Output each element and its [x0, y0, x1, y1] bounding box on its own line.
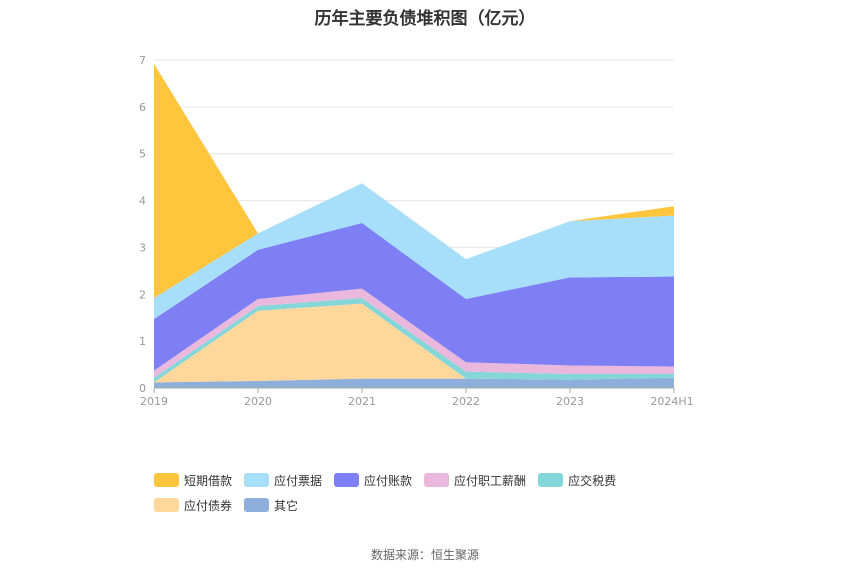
- y-tick-label: 3: [139, 241, 146, 254]
- legend-item[interactable]: 应付债券: [154, 497, 232, 513]
- legend-label: 应付债券: [184, 498, 233, 513]
- y-tick-label: 2: [139, 288, 146, 301]
- legend-label: 应付职工薪酬: [454, 473, 527, 488]
- area-series-layer: [154, 63, 674, 388]
- legend-swatch: [334, 473, 360, 487]
- axes: 0 1 2 3 4 5 6 7 2019 2020 2021 2022 2023 2024H1: [139, 54, 694, 408]
- legend-item[interactable]: 短期借款: [154, 472, 232, 488]
- x-tick-label: 2023: [556, 395, 584, 408]
- legend-label: 其它: [274, 498, 299, 513]
- area-series-应交税费: [154, 298, 674, 383]
- legend-item[interactable]: 应付职工薪酬: [424, 472, 526, 488]
- legend-label: 应付票据: [274, 473, 323, 488]
- legend-swatch: [154, 473, 179, 487]
- area-series-应付债券: [154, 303, 674, 383]
- x-tick-label: 2024H1: [650, 395, 693, 408]
- legend-swatch: [424, 473, 450, 487]
- x-tick-label: 2022: [452, 395, 480, 408]
- legend-item[interactable]: 其它: [244, 497, 298, 513]
- legend-swatch: [154, 498, 179, 512]
- legend-item[interactable]: 应付票据: [244, 472, 322, 488]
- y-tick-label: 7: [139, 54, 146, 67]
- y-tick-label: 4: [139, 195, 146, 208]
- legend-swatch: [244, 498, 270, 512]
- x-tick-label: 2019: [140, 395, 168, 408]
- y-tick-label: 1: [139, 335, 146, 348]
- area-series-应付账款: [154, 223, 674, 371]
- area-series-其它: [154, 377, 674, 388]
- legend-label: 应交税费: [568, 473, 617, 488]
- y-tick-label: 6: [139, 101, 146, 114]
- x-tick-label: 2021: [348, 395, 376, 408]
- legend-label: 应付账款: [364, 473, 413, 488]
- x-tick-label: 2020: [244, 395, 272, 408]
- legend-swatch: [538, 473, 564, 487]
- legend: 短期借款 应付票据 应付账款 应付职工薪酬 应交税费应付债券 其它: [154, 472, 714, 522]
- legend-swatch: [244, 473, 270, 487]
- area-series-应付票据: [154, 183, 674, 320]
- legend-item[interactable]: 应付账款: [334, 472, 412, 488]
- source-note: 数据来源：恒生聚源: [370, 548, 479, 562]
- legend-label: 短期借款: [184, 473, 233, 488]
- chart-title: 历年主要负债堆积图（亿元）: [314, 9, 536, 29]
- legend-item[interactable]: 应交税费: [538, 472, 616, 488]
- area-series-应付职工薪酬: [154, 288, 674, 378]
- y-tick-label: 5: [139, 148, 146, 161]
- y-tick-label: 0: [139, 382, 146, 395]
